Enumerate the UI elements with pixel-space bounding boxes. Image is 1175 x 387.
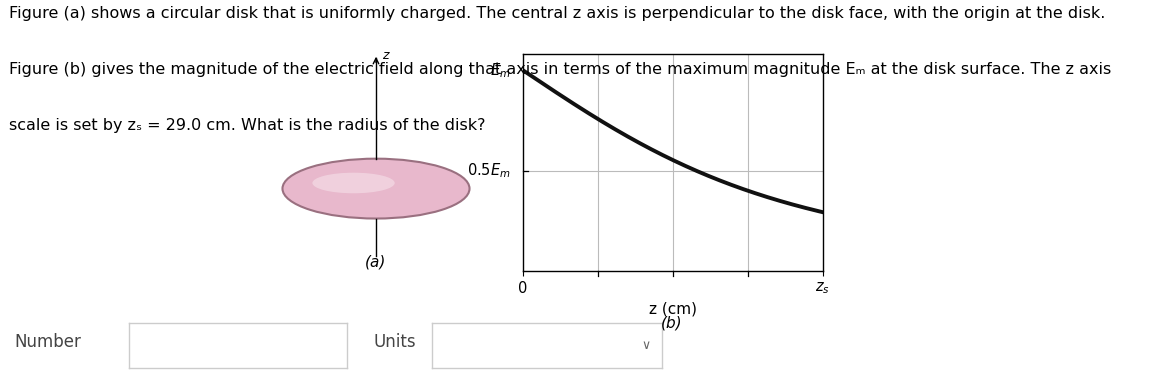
Text: (b): (b): [662, 315, 683, 330]
Text: Figure (b) gives the magnitude of the electric field along that axis in terms of: Figure (b) gives the magnitude of the el…: [9, 62, 1112, 77]
Text: (a): (a): [365, 254, 387, 269]
Text: $E_m$: $E_m$: [490, 61, 510, 80]
X-axis label: z (cm): z (cm): [649, 302, 697, 317]
Text: scale is set by zₛ = 29.0 cm. What is the radius of the disk?: scale is set by zₛ = 29.0 cm. What is th…: [9, 118, 486, 133]
Text: ∨: ∨: [640, 339, 650, 352]
Text: Figure (a) shows a circular disk that is uniformly charged. The central z axis i: Figure (a) shows a circular disk that is…: [9, 6, 1106, 21]
Text: Units: Units: [374, 334, 416, 351]
Text: z: z: [382, 49, 388, 62]
Text: i: i: [114, 336, 119, 354]
Text: $0.5E_m$: $0.5E_m$: [466, 161, 510, 180]
Text: Number: Number: [14, 334, 81, 351]
Ellipse shape: [282, 159, 470, 219]
Ellipse shape: [313, 173, 395, 193]
